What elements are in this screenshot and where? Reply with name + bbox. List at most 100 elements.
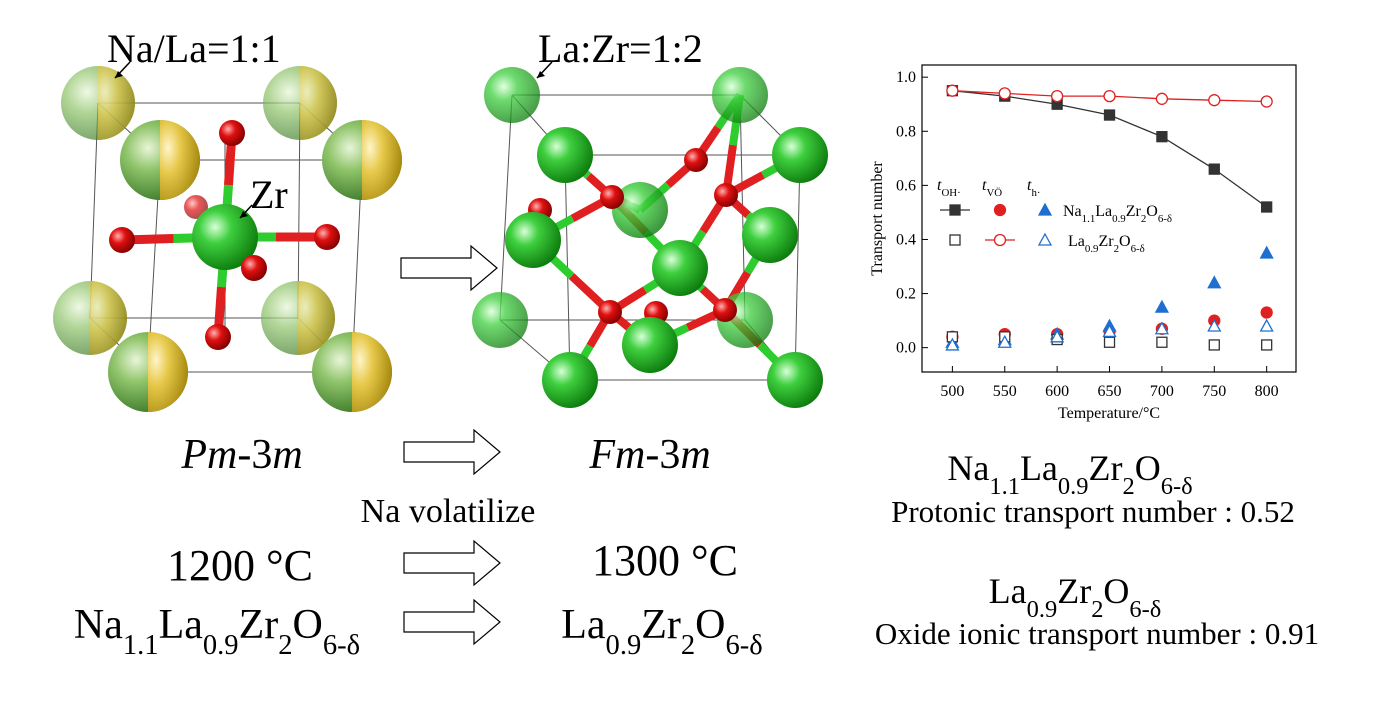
point [1154,321,1169,335]
point [1050,89,1064,103]
point [945,337,960,351]
text-part: O [1135,448,1161,488]
atom [598,300,622,324]
subscript: 2 [1141,213,1146,225]
atom [772,127,828,183]
subscript: VÖ [986,187,1002,199]
legend-marker [949,234,961,246]
y-tick-label: 0.8 [896,123,916,140]
process-note: Na volatilize [361,493,536,530]
atom [612,182,668,238]
legend-header: tVÖ [982,177,1002,199]
point [1103,89,1116,103]
x-tick-label: 750 [1202,383,1226,400]
legend-label: La0.9Zr2O6-δ [1068,233,1145,255]
atom [205,324,231,350]
atom-half [98,66,135,140]
atom [542,352,598,408]
text-part: t [982,177,987,194]
subscript: 0.9 [1027,596,1058,623]
atom [484,67,540,123]
point [998,87,1011,100]
point [1261,201,1273,213]
result-text: Oxide ionic transport number : 0.91 [875,616,1319,651]
subscript: 2 [1122,473,1134,500]
text-part: Zr [1098,233,1114,250]
legend-header: tOH· [937,177,961,199]
atom [109,227,135,253]
subscript: 6-δ [726,630,763,661]
point [1208,163,1220,175]
text-part: m [272,432,302,478]
atom [684,148,708,172]
process-arrow [403,539,501,587]
subscript: 0.9 [1112,213,1126,225]
text-part: La [1020,448,1058,488]
atom [742,207,798,263]
point [1207,275,1222,289]
subscript: 1.1 [123,630,159,661]
process-arrow [400,244,498,292]
atom [712,67,768,123]
text-part: La [159,602,204,648]
pointer-head [240,211,248,218]
atom [767,352,823,408]
point [1207,318,1222,332]
subscript: h· [1031,187,1040,199]
subscript: OH· [941,187,960,199]
text-part: Na [74,602,123,648]
atom-half [298,281,335,355]
text-part: t [1027,177,1032,194]
text-part: O [1103,571,1129,611]
point [1260,95,1273,108]
x-axis-title: Temperature/°C [1058,405,1160,422]
atom [472,292,528,348]
legend-marker [1037,202,1053,216]
text-part: -3 [645,432,680,478]
atom [314,224,340,250]
subscript: 6-δ [1158,213,1172,225]
x-tick-label: 650 [1098,383,1122,400]
subscript: 6-δ [323,630,360,661]
atom-half [148,332,188,412]
point [1208,339,1220,351]
x-tick-label: 800 [1255,383,1279,400]
point [1103,109,1116,121]
text-part: Zr [1089,448,1123,488]
legend-header: th· [1027,177,1041,199]
crystal-structures [53,61,828,646]
process-arrow [403,598,501,646]
subscript: 2 [278,630,292,661]
text-part: t [937,177,942,194]
y-tick-label: 0.2 [896,286,916,303]
text-part: La [989,571,1027,611]
point [1259,245,1274,259]
atom-half [362,120,402,200]
point [1156,336,1168,348]
atom-half [352,332,392,412]
atom [505,212,561,268]
formula: Na1.1La0.9Zr2O6-δ [74,602,360,661]
text-part: O [1119,233,1131,250]
point [1260,306,1273,319]
atom [219,120,245,146]
subscript: 6-δ [1161,473,1193,500]
atom [713,298,737,322]
atom-half [160,120,200,200]
text-part: O [293,602,323,648]
y-axis-title: Transport number [869,161,886,276]
legend-label: Na1.1La0.9Zr2O6-δ [1063,203,1172,225]
atom-half [90,281,127,355]
space-group: Fm-3m [588,432,710,478]
text-part: Fm [588,432,645,478]
subscript: 2 [1091,596,1103,623]
x-tick-label: 700 [1150,383,1174,400]
point [1155,92,1169,105]
atom [184,195,208,219]
legend-marker [1037,232,1053,246]
ratio-label: La:Zr=1:2 [538,26,703,71]
process-arrow [403,428,501,476]
point [1102,324,1117,338]
